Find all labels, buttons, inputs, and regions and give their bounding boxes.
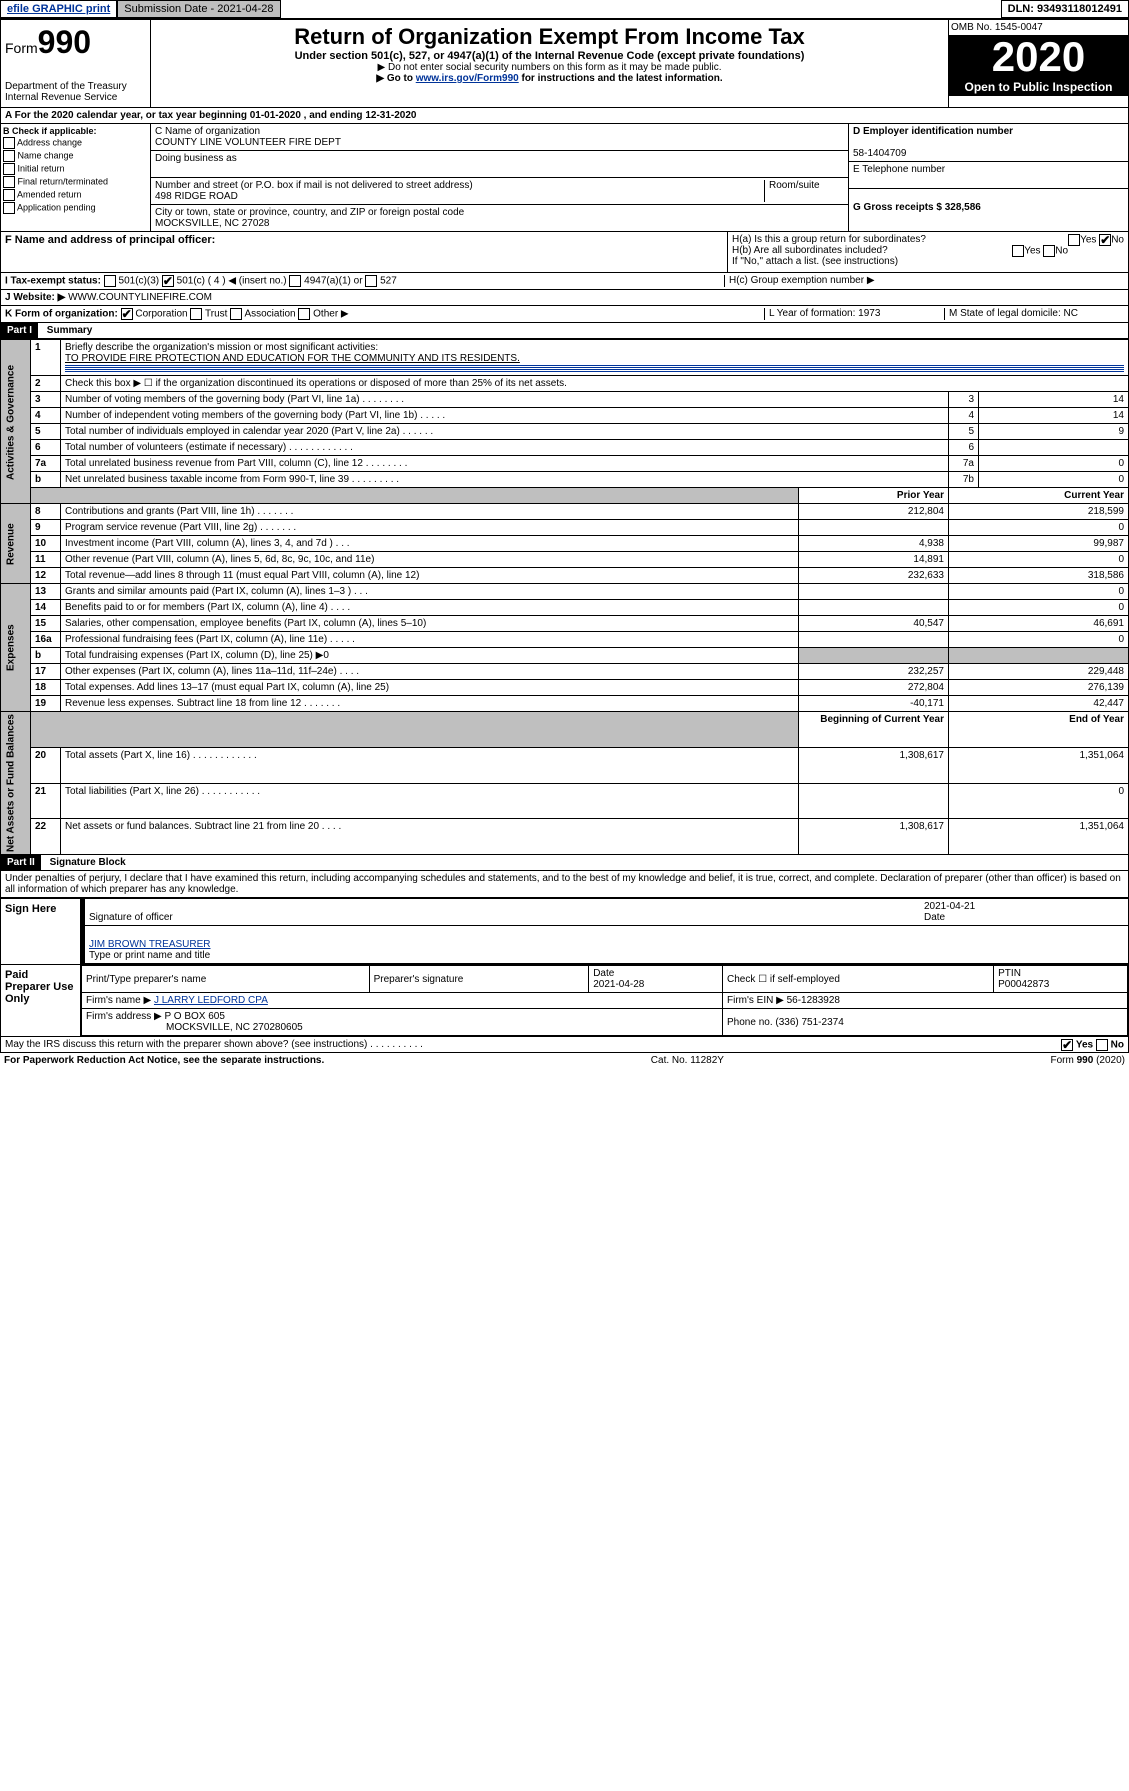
open-public: Open to Public Inspection bbox=[949, 78, 1128, 96]
part2-title: Signature Block bbox=[44, 855, 132, 870]
footer: For Paperwork Reduction Act Notice, see … bbox=[0, 1053, 1129, 1068]
cb-discuss-no[interactable] bbox=[1096, 1039, 1108, 1051]
cb-ha-no[interactable] bbox=[1099, 234, 1111, 246]
cb-ha-yes[interactable] bbox=[1068, 234, 1080, 246]
cb-hb-yes[interactable] bbox=[1012, 245, 1024, 257]
cb-501c3[interactable] bbox=[104, 275, 116, 287]
page-title: Return of Organization Exempt From Incom… bbox=[155, 24, 944, 50]
cb-address-change[interactable] bbox=[3, 137, 15, 149]
cb-501c[interactable] bbox=[162, 275, 174, 287]
summary-table: Activities & Governance 1 Briefly descri… bbox=[0, 339, 1129, 855]
note-goto: ▶ Go to www.irs.gov/Form990 for instruct… bbox=[155, 73, 944, 84]
row-A: A For the 2020 calendar year, or tax yea… bbox=[0, 108, 1129, 124]
discuss: May the IRS discuss this return with the… bbox=[0, 1037, 1129, 1053]
sign-here: Sign Here Signature of officer2021-04-21… bbox=[0, 898, 1129, 965]
form-header: Form990 Department of the Treasury Inter… bbox=[0, 19, 1129, 108]
mission: TO PROVIDE FIRE PROTECTION AND EDUCATION… bbox=[65, 353, 520, 364]
note-ssn: ▶ Do not enter social security numbers o… bbox=[155, 62, 944, 73]
side-net: Net Assets or Fund Balances bbox=[1, 712, 31, 855]
cb-4947[interactable] bbox=[289, 275, 301, 287]
entity-block: B Check if applicable: Address change Na… bbox=[0, 124, 1129, 232]
side-expenses: Expenses bbox=[1, 584, 31, 712]
part1-tag: Part I bbox=[1, 323, 38, 338]
cb-discuss-yes[interactable] bbox=[1061, 1039, 1073, 1051]
top-bar: efile GRAPHIC print Submission Date - 20… bbox=[0, 0, 1129, 19]
officer-block: F Name and address of principal officer:… bbox=[0, 232, 1129, 273]
part1-title: Summary bbox=[41, 323, 99, 338]
row-J: J Website: ▶ WWW.COUNTYLINEFIRE.COM bbox=[0, 290, 1129, 306]
submission-date: Submission Date - 2021-04-28 bbox=[117, 0, 280, 18]
subtitle: Under section 501(c), 527, or 4947(a)(1)… bbox=[155, 50, 944, 62]
paid-preparer: Paid Preparer Use Only Print/Type prepar… bbox=[0, 965, 1129, 1037]
form-number: Form990 bbox=[5, 24, 146, 61]
side-revenue: Revenue bbox=[1, 504, 31, 584]
efile-link[interactable]: efile GRAPHIC print bbox=[0, 0, 117, 18]
cb-name-change[interactable] bbox=[3, 150, 15, 162]
col-C: C Name of organizationCOUNTY LINE VOLUNT… bbox=[151, 124, 848, 231]
cb-527[interactable] bbox=[365, 275, 377, 287]
part2-tag: Part II bbox=[1, 855, 41, 870]
cb-initial[interactable] bbox=[3, 163, 15, 175]
perjury: Under penalties of perjury, I declare th… bbox=[0, 871, 1129, 898]
irs-link[interactable]: www.irs.gov/Form990 bbox=[416, 73, 519, 84]
cb-other[interactable] bbox=[298, 308, 310, 320]
col-B: B Check if applicable: Address change Na… bbox=[1, 124, 151, 231]
row-I: I Tax-exempt status: 501(c)(3) 501(c) ( … bbox=[0, 273, 1129, 290]
dept: Department of the Treasury Internal Reve… bbox=[5, 81, 146, 103]
org-address: 498 RIDGE ROAD bbox=[155, 191, 238, 202]
website: WWW.COUNTYLINEFIRE.COM bbox=[68, 292, 212, 303]
cb-hb-no[interactable] bbox=[1043, 245, 1055, 257]
col-DE: D Employer identification number58-14047… bbox=[848, 124, 1128, 231]
ein: 58-1404709 bbox=[853, 148, 906, 159]
cb-corp[interactable] bbox=[121, 308, 133, 320]
year-form: L Year of formation: 1973 bbox=[764, 308, 944, 320]
tax-year: 2020 bbox=[949, 36, 1128, 78]
cb-amended[interactable] bbox=[3, 189, 15, 201]
cb-final[interactable] bbox=[3, 176, 15, 188]
firm-name[interactable]: J LARRY LEDFORD CPA bbox=[154, 995, 268, 1006]
org-city: MOCKSVILLE, NC 27028 bbox=[155, 218, 270, 229]
gross-receipts: G Gross receipts $ 328,586 bbox=[853, 202, 981, 213]
row-K: K Form of organization: Corporation Trus… bbox=[0, 306, 1129, 323]
side-governance: Activities & Governance bbox=[1, 340, 31, 504]
cb-assoc[interactable] bbox=[230, 308, 242, 320]
officer-name[interactable]: JIM BROWN TREASURER bbox=[89, 939, 211, 950]
cb-pending[interactable] bbox=[3, 202, 15, 214]
org-name: COUNTY LINE VOLUNTEER FIRE DEPT bbox=[155, 137, 341, 148]
dln: DLN: 93493118012491 bbox=[1001, 0, 1129, 18]
hc: H(c) Group exemption number ▶ bbox=[724, 275, 1124, 287]
state: M State of legal domicile: NC bbox=[944, 308, 1124, 320]
cb-trust[interactable] bbox=[190, 308, 202, 320]
